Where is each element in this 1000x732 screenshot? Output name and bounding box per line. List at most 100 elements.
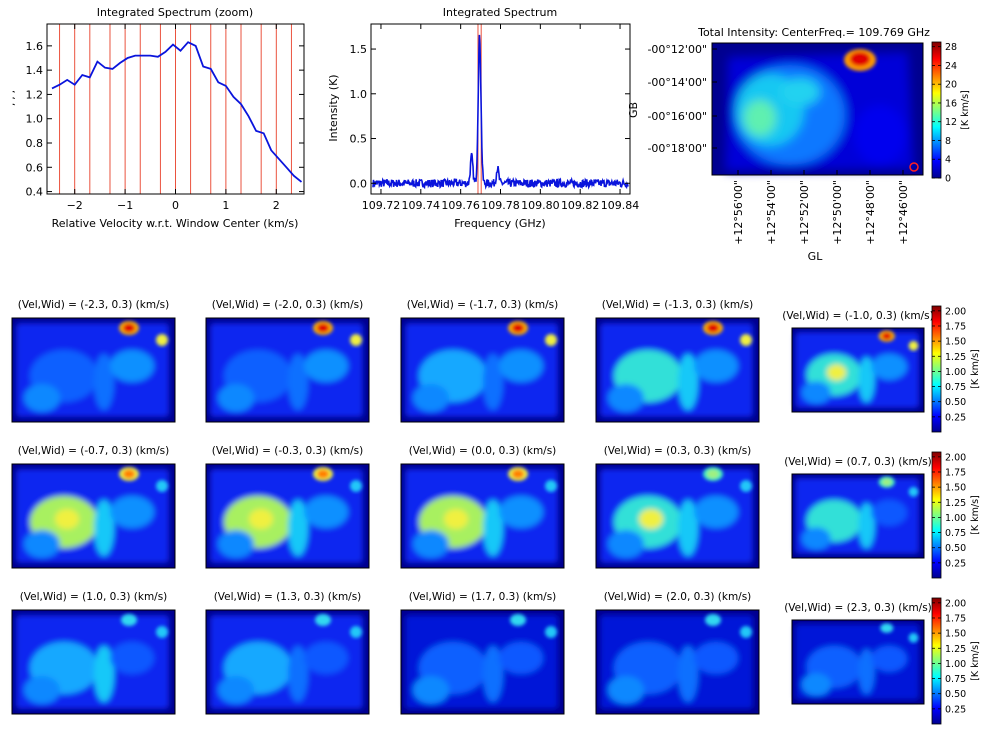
map-x-tick-label: +12°46'00"	[897, 180, 910, 245]
channel-map-hot-spot	[313, 467, 362, 492]
colorbar-tick-label: 0.50	[945, 543, 966, 554]
y-tick-label: 1.0	[26, 113, 44, 126]
secondary-spot	[740, 480, 752, 492]
x-tick-label: 1	[222, 199, 229, 212]
hot-spot-core	[881, 332, 892, 340]
colorbar-tick-label: 28	[945, 42, 957, 53]
channel-map-frame	[205, 463, 370, 569]
emission-blob	[94, 354, 114, 410]
channel-map-frame	[595, 463, 760, 569]
channel-map-emission	[405, 323, 558, 417]
y-tick-label: 1.2	[26, 88, 44, 101]
x-tick-label: −2	[67, 199, 83, 212]
emission-blob	[499, 496, 543, 528]
emission-blob	[304, 496, 348, 528]
colorbar-tick-label: 20	[945, 80, 957, 91]
channel-map-title: (Vel,Wid) = (-1.3, 0.3) (km/s)	[602, 299, 753, 311]
channel-map-title: (Vel,Wid) = (-0.3, 0.3) (km/s)	[212, 445, 363, 457]
emission-blob	[871, 499, 907, 526]
map-y-ticks: -00°12'00" -00°14'00" -00°16'00" -00°18'…	[647, 43, 717, 155]
colorbar-tick-label: 0.75	[945, 382, 966, 393]
hot-spot-outer	[510, 614, 526, 626]
channel-map-colorbar: 0.25 0.50 0.75 1.00 1.25 1.50 1.75 2.00 [K km/s]	[931, 451, 981, 579]
secondary-spot	[740, 334, 752, 346]
colorbar-tick-label: 0.50	[945, 397, 966, 408]
colorbar-tick-label: 24	[945, 61, 957, 72]
emission-blob	[94, 500, 114, 556]
channel-map-title: (Vel,Wid) = (-0.7, 0.3) (km/s)	[18, 445, 169, 457]
channel-map-hot-spot	[313, 321, 362, 346]
emission-blob	[288, 354, 308, 410]
emission-blob	[304, 642, 348, 674]
secondary-spot	[908, 340, 919, 351]
channel-map-panel: (Vel,Wid) = (2.3, 0.3) (km/s) 0.25 0.50 0.7…	[784, 597, 981, 725]
secondary-spot	[545, 334, 557, 346]
emission-blob	[110, 350, 154, 382]
emission-blob	[694, 350, 738, 382]
channel-map-title: (Vel,Wid) = (2.3, 0.3) (km/s)	[784, 602, 932, 614]
channel-map-panel: (Vel,Wid) = (2.0, 0.3) (km/s)	[595, 591, 760, 715]
full-x-ticks: 109.72 109.74 109.76 109.78 109.80 109.82 109.…	[362, 24, 639, 212]
colorbar-tick-label: 1.50	[945, 483, 966, 494]
channel-map-hot-spot	[703, 467, 752, 492]
emission-blob	[608, 676, 644, 704]
colorbar-tick-label: 1.00	[945, 659, 966, 670]
total-intensity-panel: Total Intensity: CenterFreq.= 109.769 GH…	[627, 26, 971, 263]
secondary-spot	[156, 334, 168, 346]
channel-map-frame	[400, 609, 565, 715]
colorbar-tick-label: 1.25	[945, 644, 966, 655]
hot-spot-outer	[121, 614, 137, 626]
channel-map-frame	[11, 463, 176, 569]
emission-blob	[678, 354, 698, 410]
colorbar-tick-label: 1.50	[945, 629, 966, 640]
channel-map-emission	[795, 478, 920, 554]
channel-map-frame	[205, 317, 370, 423]
colorbar-tick-label: 1.00	[945, 513, 966, 524]
colorbar-tick-label: 2.00	[945, 306, 966, 317]
channel-map-hot-spot	[878, 476, 919, 497]
channel-map-frame	[791, 473, 925, 559]
channel-map-hot-spot	[878, 330, 919, 351]
emission-blob	[608, 384, 644, 412]
channel-map-emission	[600, 615, 753, 709]
emission-blob	[499, 642, 543, 674]
y-tick-label: 0.8	[26, 137, 44, 150]
emission-blob	[801, 527, 831, 550]
channel-map-emission	[405, 615, 558, 709]
hot-spot-core	[707, 323, 719, 333]
colorbar-tick-label: 0.75	[945, 528, 966, 539]
x-tick-label: 0	[172, 199, 179, 212]
colorbar-tick-label: 1.50	[945, 337, 966, 348]
channel-map-colorbar: 0.25 0.50 0.75 1.00 1.25 1.50 1.75 2.00 [K km/s]	[931, 305, 981, 433]
zoom-x-axis-label: Relative Velocity w.r.t. Window Center (…	[52, 217, 299, 230]
colorbar-tick-label: 4	[945, 155, 951, 166]
emission-blob	[288, 500, 308, 556]
y-tick-label: 1.5	[350, 43, 368, 56]
colorbar-tick-label: 1.75	[945, 321, 966, 332]
map-y-tick-label: -00°12'00"	[647, 43, 707, 56]
x-tick-label: 109.76	[441, 199, 480, 212]
map-x-tick-label: +12°56'00"	[732, 180, 745, 245]
x-tick-label: 109.74	[402, 199, 441, 212]
emission-blob	[483, 354, 503, 410]
channel-map-hot-spot	[121, 614, 168, 638]
emission-blob	[483, 500, 503, 556]
channel-map-panel: (Vel,Wid) = (-1.0, 0.3) (km/s)0.250.500.…	[782, 305, 981, 433]
channel-map-hot-spot	[508, 321, 557, 346]
channel-map-hot-spot	[119, 321, 168, 346]
colorbar-tick-label: 0	[945, 174, 951, 185]
total-intensity-map	[711, 42, 924, 176]
map-y-axis-label: GB	[627, 102, 640, 118]
hot-spot-core	[317, 469, 329, 479]
emission-blob	[801, 381, 831, 404]
secondary-spot	[545, 626, 557, 638]
emission-blob	[871, 353, 907, 380]
emission-blob	[678, 646, 698, 702]
full-x-axis-label: Frequency (GHz)	[454, 217, 545, 230]
emission-blob	[826, 364, 847, 381]
x-tick-label: 109.82	[561, 199, 600, 212]
x-tick-label: 109.72	[362, 199, 401, 212]
channel-map-emission	[210, 323, 363, 417]
emission-blob	[218, 530, 254, 558]
hot-spot-core	[123, 323, 135, 333]
